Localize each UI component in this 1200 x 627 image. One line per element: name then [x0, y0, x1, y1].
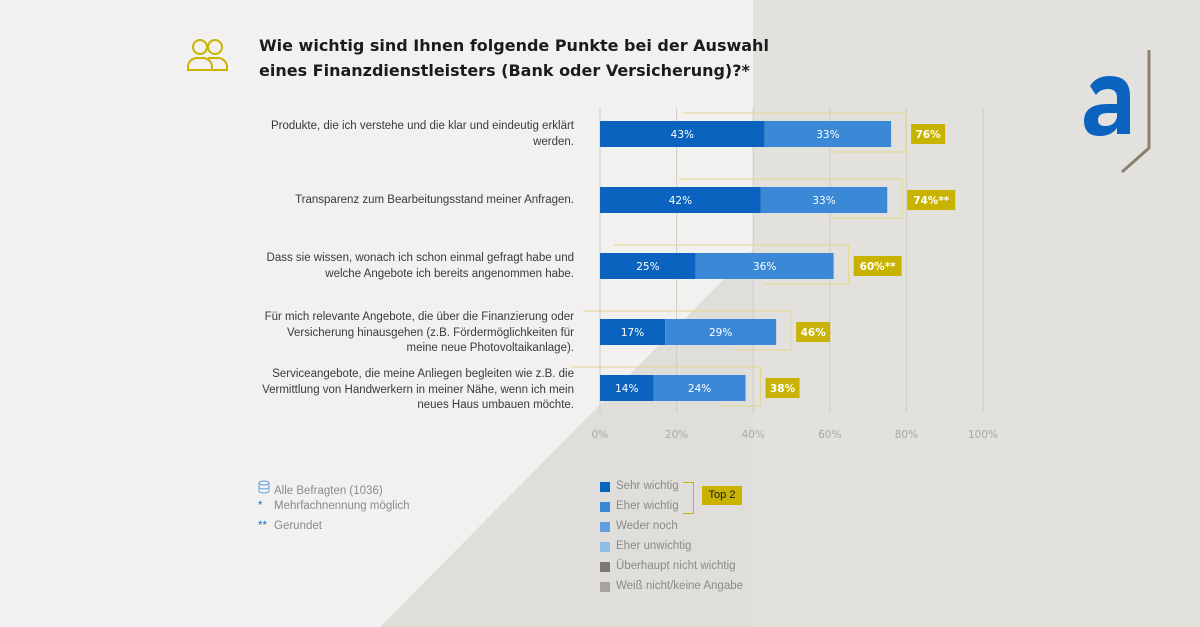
- category-label-2: Transparenz zum Bearbeitungsstand meiner…: [295, 194, 574, 206]
- legend-label: Eher unwichtig: [616, 540, 692, 552]
- legend-label: Sehr wichtig: [616, 480, 679, 492]
- legend-swatch: [600, 502, 610, 512]
- legend-swatch: [600, 482, 610, 492]
- bar-value-label: 24%: [688, 383, 711, 395]
- legend-swatch: [600, 562, 610, 572]
- legend-label: Eher wichtig: [616, 500, 679, 512]
- note-rounded: ** Gerundet: [258, 520, 322, 532]
- bar-segment: [760, 187, 888, 213]
- x-tick-label: 60%: [818, 429, 841, 441]
- legend-label: Weder noch: [616, 520, 678, 532]
- x-tick-label: 20%: [665, 429, 688, 441]
- database-icon: [258, 480, 274, 497]
- note-mark: **: [258, 520, 267, 532]
- note-multiple-text: Mehrfachnennung möglich: [274, 500, 410, 512]
- top2-bracket-line: [678, 178, 903, 219]
- legend-label: Überhaupt nicht wichtig: [616, 560, 736, 572]
- bar-segment: [600, 319, 666, 345]
- bar-segment: [764, 121, 892, 147]
- x-tick-label: 40%: [742, 429, 765, 441]
- total-value-label: 60%**: [860, 261, 897, 273]
- category-label-3: Dass sie wissen, wonach ich schon einmal…: [266, 252, 574, 280]
- bar-segment: [653, 375, 746, 401]
- x-tick-label: 0%: [592, 429, 609, 441]
- total-badge: [853, 256, 902, 276]
- total-value-label: 74%**: [913, 195, 950, 207]
- x-tick-label: 80%: [895, 429, 918, 441]
- legend-swatch: [600, 582, 610, 592]
- top2-badge: Top 2: [702, 486, 742, 505]
- x-tick-label: 100%: [968, 429, 998, 441]
- bar-segment: [600, 187, 761, 213]
- note-mark: *: [258, 500, 263, 512]
- bar-segment: [600, 253, 696, 279]
- legend-swatch: [600, 522, 610, 532]
- top2-bracket-line: [682, 112, 907, 153]
- bar-value-label: 29%: [709, 327, 732, 339]
- bar-value-label: 36%: [753, 261, 776, 273]
- top2-bracket-line: [613, 244, 850, 285]
- bar-segment: [665, 319, 777, 345]
- bar-value-label: 43%: [671, 129, 694, 141]
- note-rounded-text: Gerundet: [274, 520, 322, 532]
- brand-logo-a: [1084, 50, 1151, 174]
- total-badge: [907, 190, 956, 210]
- note-multiple: * Mehrfachnennung möglich: [258, 500, 410, 512]
- bar-value-label: 33%: [812, 195, 835, 207]
- bar-segment: [695, 253, 834, 279]
- total-badge: [911, 124, 946, 144]
- bar-value-label: 17%: [621, 327, 644, 339]
- bar-value-label: 25%: [636, 261, 659, 273]
- top2-bracket-line: [583, 310, 792, 351]
- bar-segment: [600, 375, 654, 401]
- chart-title: Wie wichtig sind Ihnen folgende Punkte b…: [259, 36, 769, 80]
- bar-segment: [600, 121, 765, 147]
- people-icon: [187, 39, 228, 71]
- category-label-1: Produkte, die ich verstehe und die klar …: [270, 120, 574, 148]
- total-value-label: 38%: [770, 383, 796, 395]
- category-label-5: Serviceangebote, die meine Anliegen begl…: [262, 368, 574, 411]
- bar-value-label: 14%: [615, 383, 638, 395]
- bar-value-label: 33%: [816, 129, 839, 141]
- bar-value-label: 42%: [669, 195, 692, 207]
- total-badge: [796, 322, 831, 342]
- total-value-label: 76%: [916, 129, 942, 141]
- total-value-label: 46%: [801, 327, 827, 339]
- note-respondents-text: Alle Befragten (1036): [274, 485, 383, 497]
- top2-bracket: [683, 482, 694, 514]
- note-respondents: Alle Befragten (1036): [258, 480, 383, 497]
- category-label-4: Für mich relevante Angebote, die über di…: [264, 311, 574, 354]
- legend-swatch: [600, 542, 610, 552]
- legend-label: Weiß nicht/keine Angabe: [616, 580, 744, 592]
- total-badge: [765, 378, 800, 398]
- top2-bracket-line: [571, 366, 762, 407]
